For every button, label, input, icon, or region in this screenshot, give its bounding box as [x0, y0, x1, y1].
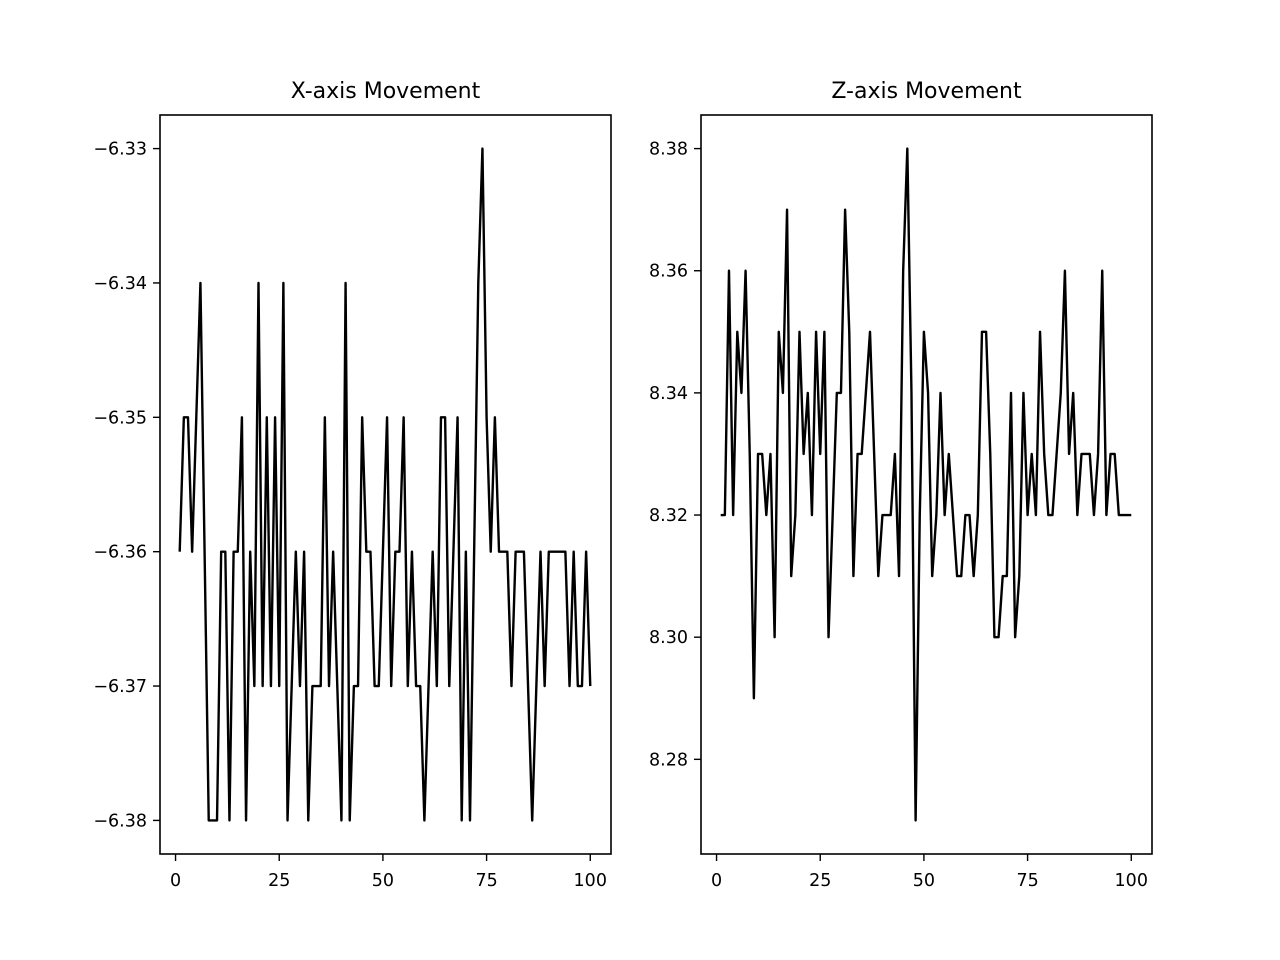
- plot-frame: [700, 114, 1153, 855]
- x-tick-label: 75: [475, 871, 497, 891]
- x-tick-label: 100: [1115, 871, 1148, 891]
- y-tick-label: 8.38: [649, 140, 688, 160]
- y-tick-label: 8.36: [649, 262, 688, 282]
- chart-title: Z-axis Movement: [831, 79, 1022, 104]
- y-tick-label: −6.35: [93, 408, 147, 428]
- y-tick-label: 8.30: [649, 628, 688, 648]
- y-tick-label: −6.37: [93, 677, 147, 697]
- y-tick-label: 8.34: [649, 384, 688, 404]
- series-line: [178, 147, 592, 822]
- tick-group: 0 25 50 75 100 8.28 8.30 8.32 8.34 8.36 8.38: [649, 140, 1148, 891]
- y-tick-label: 8.28: [649, 750, 688, 770]
- chart-title: X-axis Movement: [291, 79, 481, 104]
- x-tick-label: 50: [913, 871, 935, 891]
- chart-x-axis-movement: X-axis Movement 0 25 50 75 100 −6.38 −6.37 −6.3…: [93, 79, 612, 891]
- chart-z-axis-movement: Z-axis Movement 0 25 50 75 100 8.28 8.30 8.32 8.…: [649, 79, 1153, 891]
- y-tick-label: −6.38: [93, 811, 147, 831]
- x-tick-label: 25: [809, 871, 831, 891]
- x-tick-label: 75: [1016, 871, 1038, 891]
- x-tick-label: 100: [574, 871, 607, 891]
- y-tick-label: −6.33: [93, 140, 147, 160]
- plot-frame: [159, 114, 612, 855]
- x-tick-label: 50: [372, 871, 394, 891]
- y-tick-label: −6.36: [93, 543, 147, 563]
- x-tick-label: 0: [170, 871, 181, 891]
- y-tick-label: 8.32: [649, 506, 688, 526]
- x-tick-label: 0: [711, 871, 722, 891]
- x-tick-label: 25: [268, 871, 290, 891]
- tick-group: 0 25 50 75 100 −6.38 −6.37 −6.36 −6.35 −6.34 −6.33: [93, 140, 607, 891]
- series-line: [720, 147, 1132, 822]
- y-tick-label: −6.34: [93, 274, 147, 294]
